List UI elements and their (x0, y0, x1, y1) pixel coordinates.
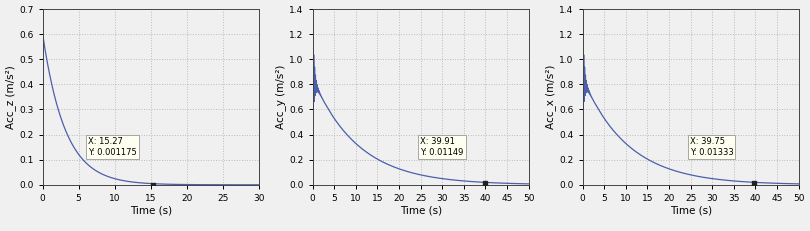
Text: X: 39.91
Y: 0.01149: X: 39.91 Y: 0.01149 (420, 137, 463, 157)
Text: X: 39.75
Y: 0.01333: X: 39.75 Y: 0.01333 (689, 137, 733, 157)
X-axis label: Time (s): Time (s) (670, 206, 712, 216)
X-axis label: Time (s): Time (s) (130, 206, 172, 216)
Y-axis label: Acc_x (m/s²): Acc_x (m/s²) (546, 65, 556, 129)
Text: X: 15.27
Y: 0.001175: X: 15.27 Y: 0.001175 (87, 137, 137, 157)
Y-axis label: Acc_y (m/s²): Acc_y (m/s²) (275, 65, 287, 129)
X-axis label: Time (s): Time (s) (399, 206, 441, 216)
Y-axis label: Acc_z (m/s²): Acc_z (m/s²) (6, 65, 16, 129)
